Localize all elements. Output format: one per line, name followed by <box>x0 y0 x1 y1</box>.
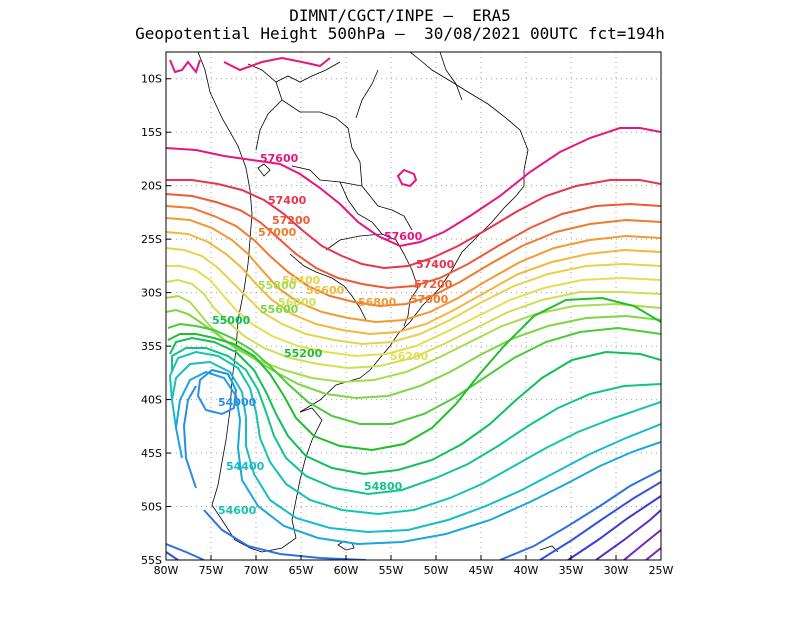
contour-57600-north <box>169 56 331 75</box>
label-55000: 55000 <box>212 314 251 327</box>
label-57600-west: 57600 <box>260 152 299 165</box>
y-tick-label: 10S <box>141 73 162 86</box>
contour-54800 <box>171 347 661 496</box>
label-56000: 56000 <box>278 296 317 309</box>
contour-54600 <box>168 350 661 516</box>
x-tick-label: 40W <box>514 564 539 577</box>
x-tick-label: 30W <box>604 564 629 577</box>
contour-56600 <box>166 231 661 336</box>
label-57000-east: 57000 <box>410 293 449 306</box>
y-tick-label: 50S <box>141 501 162 514</box>
contour-53400 <box>567 495 661 560</box>
contour-53600 <box>539 481 661 560</box>
label-55200: 55200 <box>284 347 323 360</box>
x-tick-label: 50W <box>424 564 449 577</box>
y-axis: 10S 15S 20S 25S 30S 35S 40S 45S 50S 55S <box>141 73 171 567</box>
contour-54200 <box>174 370 661 546</box>
south-america-east-coast <box>261 52 529 553</box>
contour-55800 <box>166 294 661 384</box>
contour-53800 <box>203 469 661 560</box>
x-tick-label: 75W <box>199 564 224 577</box>
contour-south-west <box>166 543 205 560</box>
label-54400: 54400 <box>226 460 265 473</box>
y-tick-label: 25S <box>141 233 162 246</box>
south-america-west-coast <box>197 52 263 553</box>
map-title-line-2: Geopotential Height 500hPa – 30/08/2021 … <box>135 24 665 43</box>
label-57200-west: 57200 <box>272 214 311 227</box>
coastlines-and-borders <box>197 52 559 553</box>
contour-55600 <box>166 308 661 400</box>
contour-53200 <box>595 509 661 560</box>
contour-55400 <box>167 322 661 425</box>
label-55800: 55800 <box>258 279 297 292</box>
contour-56000 <box>166 278 661 370</box>
contour-56800 <box>166 217 661 324</box>
contour-54000-outer <box>182 385 197 489</box>
contour-55000 <box>169 336 661 476</box>
x-axis: 80W 75W 70W 65W 60W 55W 50W 45W 40W 35W 30W 25W <box>154 555 674 577</box>
x-tick-label: 65W <box>289 564 314 577</box>
geopotential-contours <box>166 56 661 560</box>
y-tick-label: 45S <box>141 447 162 460</box>
label-54000: 54000 <box>218 396 257 409</box>
label-57400-east: 57400 <box>416 258 455 271</box>
label-54800: 54800 <box>364 480 403 493</box>
y-tick-label: 35S <box>141 340 162 353</box>
contour-56400 <box>166 247 661 346</box>
label-54600: 54600 <box>218 504 257 517</box>
contour-54400 <box>170 360 661 534</box>
map-title-line-1: DIMNT/CGCT/INPE – ERA5 <box>289 6 511 25</box>
label-56200: 56200 <box>390 350 429 363</box>
x-tick-label: 70W <box>244 564 269 577</box>
label-57200-east: 57200 <box>414 278 453 291</box>
contour-57600 <box>166 127 661 248</box>
x-tick-label: 45W <box>469 564 494 577</box>
label-56800: 56800 <box>358 296 397 309</box>
x-tick-label: 60W <box>334 564 359 577</box>
contour-57400 <box>166 179 661 270</box>
contour-57000 <box>166 205 661 308</box>
label-57400-west: 57400 <box>268 194 307 207</box>
x-tick-label: 55W <box>379 564 404 577</box>
contour-54000 <box>196 368 238 416</box>
contour-52800 <box>645 547 661 560</box>
contour-57200 <box>166 193 661 290</box>
lake-titicaca <box>257 163 271 177</box>
label-55600: 55600 <box>260 303 299 316</box>
contour-57600-loop <box>396 168 418 188</box>
contour-55200 <box>167 296 661 452</box>
map-frame <box>165 51 662 561</box>
label-57600-east: 57600 <box>384 230 423 243</box>
contour-south-west-2 <box>166 551 179 560</box>
label-56600: 56600 <box>306 284 345 297</box>
x-tick-label: 35W <box>559 564 584 577</box>
contour-56200 <box>166 265 661 358</box>
contour-labels: 57600 57600 57400 57400 57200 57200 5700… <box>212 152 455 517</box>
label-57000-west: 57000 <box>258 226 297 239</box>
y-tick-label: 40S <box>141 394 162 407</box>
y-tick-label: 20S <box>141 180 162 193</box>
country-borders <box>247 52 463 327</box>
x-tick-label: 80W <box>154 564 179 577</box>
x-tick-label: 25W <box>649 564 674 577</box>
contour-53000 <box>623 529 661 560</box>
y-tick-label: 55S <box>141 554 162 567</box>
y-tick-label: 30S <box>141 287 162 300</box>
label-56400: 56400 <box>282 274 321 287</box>
y-tick-label: 15S <box>141 126 162 139</box>
